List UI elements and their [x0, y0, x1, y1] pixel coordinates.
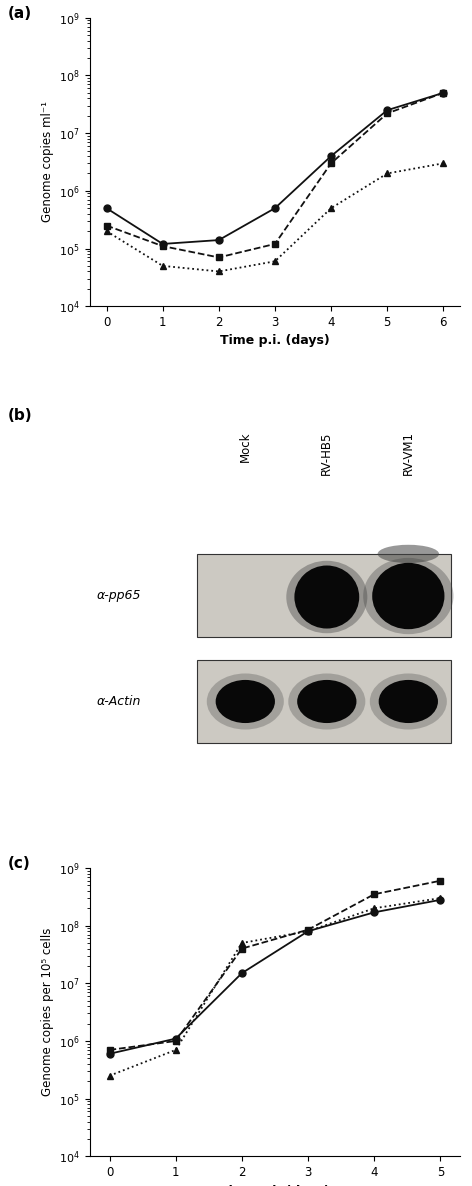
Text: α-Actin: α-Actin — [97, 695, 142, 708]
Ellipse shape — [287, 561, 367, 633]
Ellipse shape — [216, 680, 275, 723]
Ellipse shape — [370, 674, 447, 729]
X-axis label: Time p.i. (days): Time p.i. (days) — [220, 334, 330, 347]
Y-axis label: Genome copies ml⁻¹: Genome copies ml⁻¹ — [41, 102, 54, 223]
Ellipse shape — [379, 680, 438, 723]
Ellipse shape — [378, 544, 439, 563]
FancyBboxPatch shape — [197, 554, 451, 637]
X-axis label: Time p.i. (days): Time p.i. (days) — [220, 1185, 330, 1186]
Text: RV-VM1: RV-VM1 — [402, 432, 415, 476]
Y-axis label: Genome copies per 10⁵ cells: Genome copies per 10⁵ cells — [41, 927, 54, 1096]
Text: (c): (c) — [8, 856, 31, 872]
Ellipse shape — [297, 680, 356, 723]
Ellipse shape — [288, 674, 365, 729]
FancyBboxPatch shape — [197, 661, 451, 742]
Text: Mock: Mock — [239, 432, 252, 461]
Ellipse shape — [295, 566, 359, 629]
Ellipse shape — [207, 674, 284, 729]
Text: RV-HB5: RV-HB5 — [320, 432, 333, 474]
Text: (a): (a) — [8, 6, 32, 21]
Ellipse shape — [363, 557, 454, 635]
Text: α-pp65: α-pp65 — [97, 589, 142, 601]
Text: (b): (b) — [8, 408, 33, 423]
Ellipse shape — [372, 563, 445, 630]
